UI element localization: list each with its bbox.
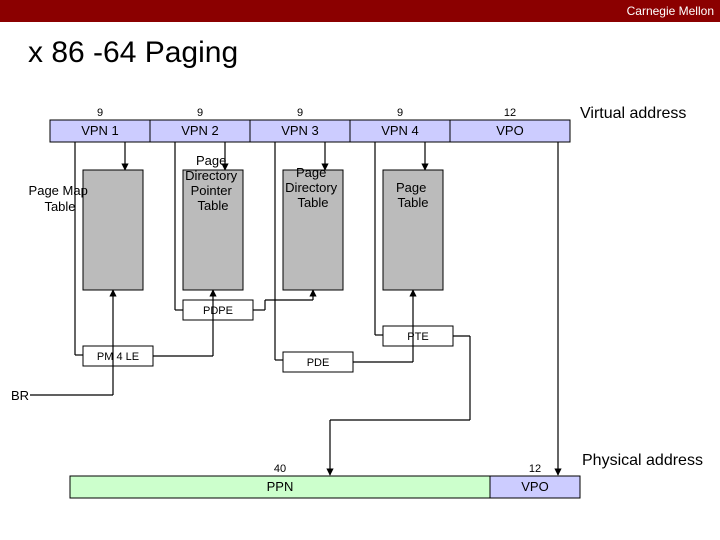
physical-address: Physical address 40 12 PPN VPO <box>70 452 703 498</box>
pdpe-label: PDPE <box>203 305 233 317</box>
label-vpn2: VPN 2 <box>181 123 219 138</box>
pt-label: Page Table <box>396 180 430 210</box>
pm-table-label: Page Map Table <box>29 183 92 214</box>
bits-pvpo: 12 <box>529 463 541 475</box>
bits-vpn4: 9 <box>397 107 403 119</box>
label-vpo: VPO <box>496 123 523 138</box>
pte-label: PTE <box>407 331 428 343</box>
pde-label: PDE <box>307 357 330 369</box>
page-tables: Page Map Table Page Directory Pointer Ta… <box>29 153 443 290</box>
label-vpn1: VPN 1 <box>81 123 119 138</box>
pm4le-label: PM 4 LE <box>97 351 139 363</box>
label-ppn: PPN <box>267 479 294 494</box>
label-pvpo: VPO <box>521 479 548 494</box>
page-map-table-rect <box>83 170 143 290</box>
bits-vpn3: 9 <box>297 107 303 119</box>
virtual-address-label: Virtual address <box>580 105 686 122</box>
bits-vpn1: 9 <box>97 107 103 119</box>
diagram: 9 9 9 9 12 Virtual address VPN 1 VPN 2 V… <box>0 0 720 540</box>
bits-vpo: 12 <box>504 107 516 119</box>
label-vpn4: VPN 4 <box>381 123 419 138</box>
virtual-address: 9 9 9 9 12 Virtual address VPN 1 VPN 2 V… <box>50 105 686 142</box>
bits-vpn2: 9 <box>197 107 203 119</box>
bits-ppn: 40 <box>274 463 286 475</box>
label-vpn3: VPN 3 <box>281 123 319 138</box>
physical-address-label: Physical address <box>582 452 703 469</box>
br-label: BR <box>11 388 29 403</box>
entries: PM 4 LE PDPE PDE PTE <box>83 300 453 372</box>
